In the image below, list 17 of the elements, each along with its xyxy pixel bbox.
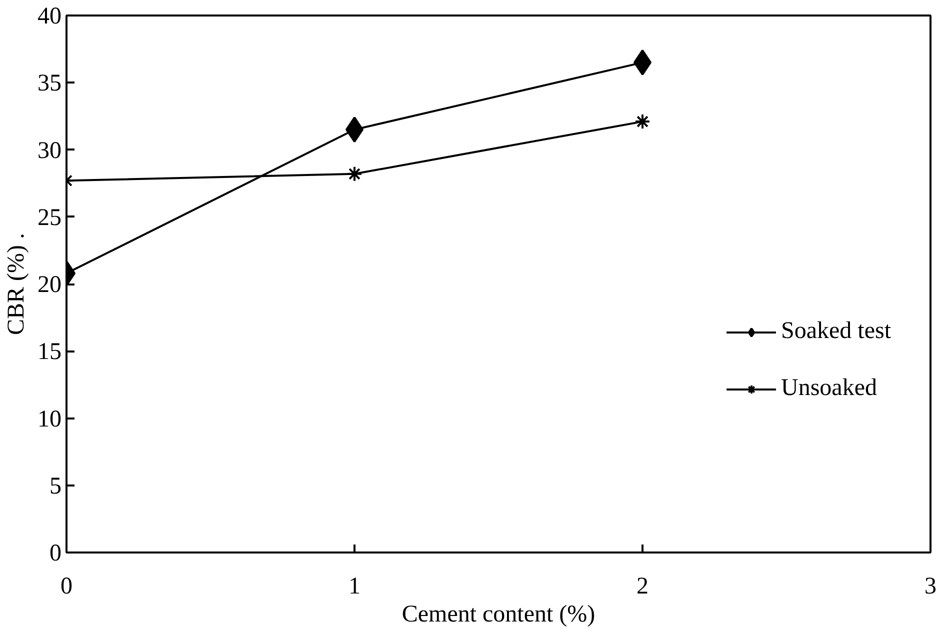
x-tick-label: 1 xyxy=(348,574,360,600)
legend-label: Soaked test xyxy=(781,318,891,345)
y-tick-label: 35 xyxy=(38,70,62,97)
x-tick-label: 2 xyxy=(636,574,648,600)
y-tick-label: 30 xyxy=(38,138,62,164)
y-tick-label: 40 xyxy=(38,4,62,30)
y-tick-label: 20 xyxy=(38,272,62,298)
y-tick-label: 5 xyxy=(50,473,62,500)
y-tick-label: 25 xyxy=(38,204,62,231)
point xyxy=(634,114,650,130)
x-axis-title: Cement content (%) xyxy=(402,602,596,628)
legend-label: Unsoaked xyxy=(781,375,877,402)
x-tick-label: 3 xyxy=(924,574,936,600)
y-tick-label: 0 xyxy=(50,540,62,566)
y-axis-title: CBR (%) . xyxy=(4,233,30,335)
y-tick-label: 10 xyxy=(38,406,62,432)
y-tick-label: 15 xyxy=(38,339,62,366)
